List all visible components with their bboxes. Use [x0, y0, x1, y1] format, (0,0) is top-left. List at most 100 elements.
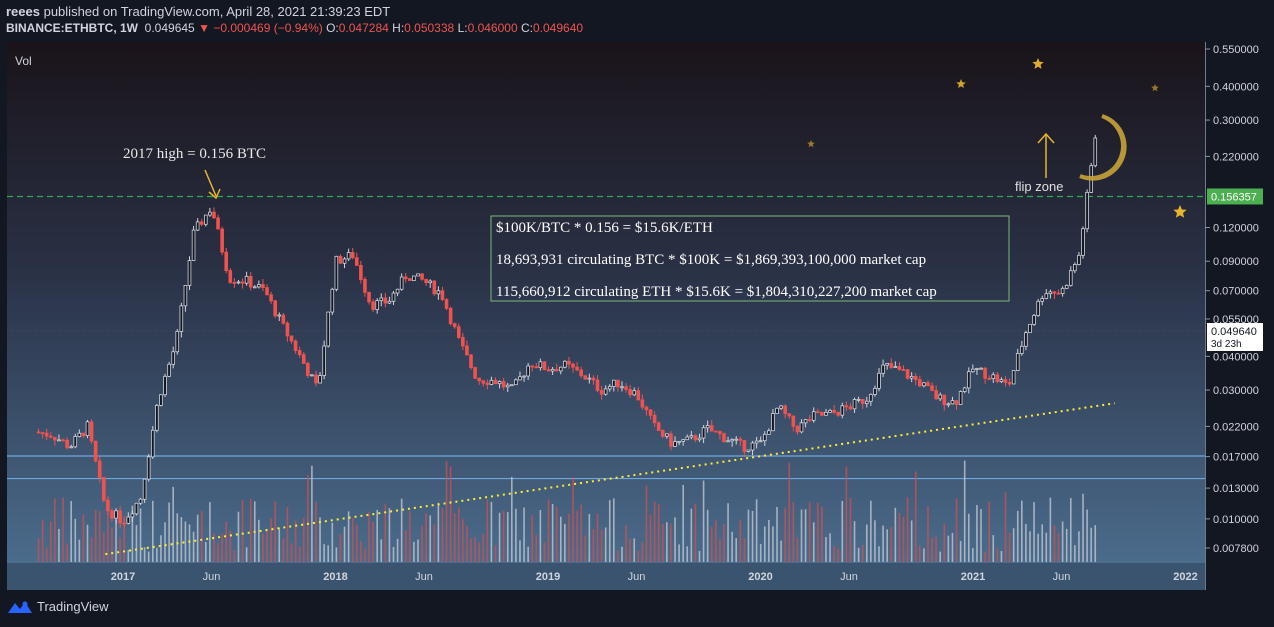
- volume-bar: [617, 550, 619, 562]
- volume-bar: [576, 510, 578, 562]
- volume-bar: [931, 537, 933, 562]
- candle-body: [293, 340, 298, 351]
- candle-body: [1068, 270, 1073, 286]
- volume-bar: [474, 536, 476, 562]
- candle-body: [1060, 287, 1065, 294]
- volume-bar: [543, 542, 546, 562]
- candle-body: [962, 387, 967, 392]
- candle-body: [383, 297, 388, 304]
- star-icon: [956, 79, 966, 88]
- candle-body: [820, 411, 824, 416]
- candle-body: [187, 260, 192, 286]
- volume-bar: [596, 513, 599, 562]
- candle-body: [1077, 254, 1081, 265]
- volume-bar: [792, 501, 795, 562]
- last-price-badge: [1207, 323, 1263, 352]
- volume-bar: [755, 499, 758, 562]
- candle-body: [999, 379, 1004, 382]
- candle-body: [36, 431, 41, 434]
- volume-bar: [180, 517, 183, 562]
- candle-body: [758, 440, 763, 443]
- info-box[interactable]: $100K/BTC * 0.156 = $15.6K/ETH 18,693,93…: [490, 215, 1010, 302]
- volume-bar: [841, 500, 844, 562]
- price-tick-label: 0.013000: [1213, 483, 1259, 495]
- volume-bar: [213, 533, 215, 562]
- volume-bar: [327, 545, 330, 562]
- volume-bar: [910, 520, 913, 562]
- price-tick-label: 0.090000: [1213, 256, 1259, 268]
- volume-bars: [37, 460, 1097, 562]
- volume-bar: [241, 499, 244, 562]
- symbol-name[interactable]: BINANCE:ETHBTC, 1W: [6, 21, 138, 35]
- volume-bar: [743, 538, 746, 562]
- star-icon: [1173, 205, 1187, 218]
- volume-bar: [515, 508, 517, 562]
- info-line-3: 115,660,912 circulating ETH * $15.6K = $…: [496, 284, 937, 300]
- volume-bar: [1061, 521, 1064, 562]
- volume-bar: [164, 522, 166, 562]
- volume-bar: [625, 525, 627, 562]
- price-axis[interactable]: 0.550000 0.400000 0.300000 0.220000 0.120000…: [1205, 44, 1259, 555]
- volume-bar: [702, 480, 705, 562]
- candle-body: [1007, 382, 1012, 385]
- volume-bar: [988, 501, 990, 562]
- candle-body: [395, 288, 400, 294]
- volume-bar: [592, 528, 595, 562]
- candle-body: [864, 400, 869, 404]
- volume-bar: [739, 520, 742, 562]
- candle-body: [130, 513, 135, 518]
- time-axis[interactable]: 2017 Jun 2018 Jun 2019 Jun 2020 Jun 2021 Jun 2022: [111, 571, 1198, 583]
- candle-body: [420, 273, 424, 280]
- volume-bar: [564, 523, 566, 562]
- candle-body: [306, 363, 310, 376]
- candle-body: [563, 360, 567, 368]
- candle-body: [673, 441, 677, 447]
- candle-body: [77, 432, 82, 437]
- candle-body: [979, 367, 983, 370]
- volume-bar: [200, 510, 203, 562]
- candle-body: [236, 281, 241, 284]
- volume-bar: [772, 526, 774, 562]
- volume-bar: [980, 509, 982, 562]
- candle-body: [909, 375, 914, 379]
- volume-bar: [143, 547, 146, 562]
- volume-bar: [331, 522, 334, 562]
- volume-bar: [788, 462, 791, 562]
- volume-bar: [511, 476, 513, 562]
- price-tick-label: 0.030000: [1213, 385, 1259, 397]
- volume-bar: [229, 530, 232, 562]
- ohlc-low-value: 0.046000: [467, 21, 518, 35]
- volume-bar: [719, 539, 721, 562]
- volume-bar: [698, 550, 701, 562]
- trendline[interactable]: [105, 402, 1115, 556]
- volume-bar: [519, 540, 521, 562]
- candle-body: [1015, 353, 1020, 371]
- candle-body: [538, 361, 543, 369]
- time-tick-label: Jun: [628, 571, 646, 583]
- volume-bar: [249, 498, 252, 562]
- candle-body: [767, 430, 771, 435]
- candle-body: [65, 439, 69, 449]
- candle-body: [803, 419, 808, 424]
- publisher-user[interactable]: reees: [6, 4, 40, 19]
- volume-bar: [800, 509, 803, 562]
- volume-bar: [992, 535, 995, 562]
- volume-bar: [433, 524, 436, 562]
- candle-body: [167, 363, 171, 377]
- price-tick-label: 0.400000: [1213, 81, 1259, 93]
- volume-bar: [172, 486, 174, 562]
- volume-bar: [1000, 550, 1003, 562]
- volume-bar: [335, 547, 338, 562]
- candle-body: [134, 502, 139, 515]
- volume-bar: [1021, 500, 1023, 562]
- candle-body: [1056, 292, 1061, 295]
- volume-bar: [935, 536, 937, 562]
- candle-body: [938, 394, 943, 400]
- candle-body: [873, 387, 877, 395]
- volume-bar: [584, 535, 587, 562]
- candle-body: [660, 430, 665, 437]
- candle-body: [40, 432, 45, 435]
- footer-brand[interactable]: TradingView: [8, 599, 109, 614]
- volume-bar: [151, 500, 154, 562]
